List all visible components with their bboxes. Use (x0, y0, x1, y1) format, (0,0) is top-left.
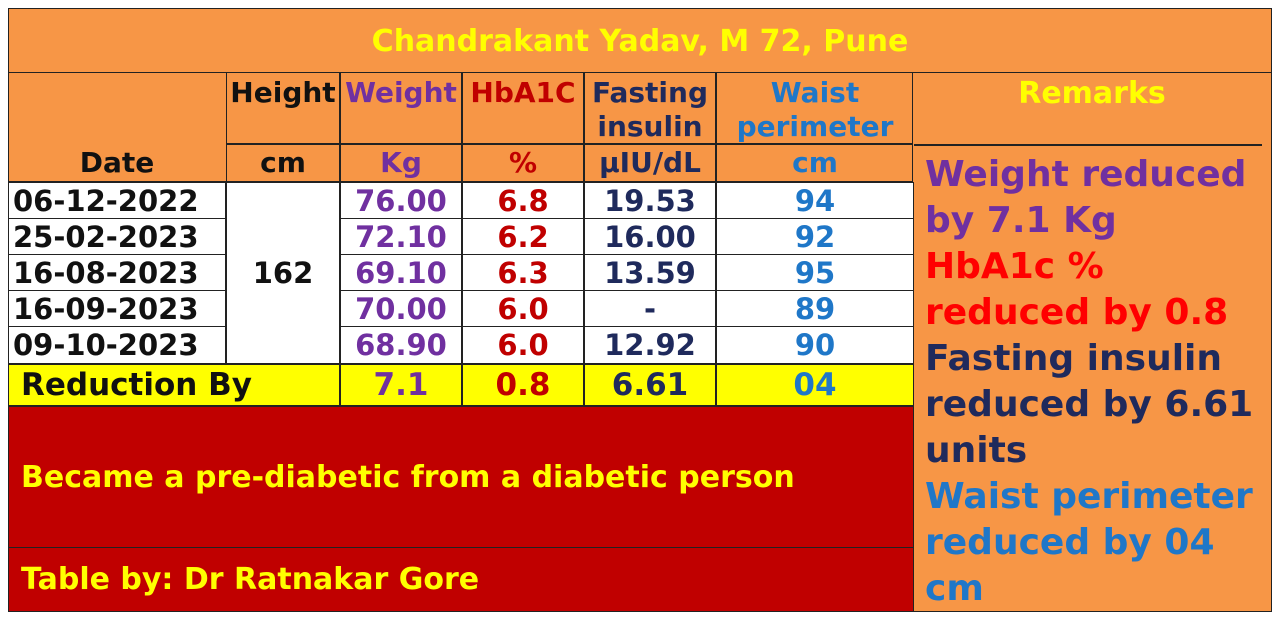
remarks-list: Weight reduced by 7.1 Kg HbA1c % reduced… (925, 152, 1270, 612)
row-2-hba1c: 6.2 (462, 218, 584, 255)
remark-insulin: Fasting insulin reduced by 6.61 units (925, 338, 1254, 471)
title-bar: Chandrakant Yadav, M 72, Pune (8, 8, 1272, 74)
insulin-header-line2: insulin (597, 110, 703, 143)
row-5-waist: 90 (716, 326, 914, 364)
row-2-weight: 72.10 (340, 218, 462, 255)
credit-text: Table by: Dr Ratnakar Gore (21, 562, 480, 597)
row-2-insulin: 16.00 (584, 218, 716, 255)
remark-weight: Weight reduced by 7.1 Kg (925, 154, 1247, 241)
waist-header-line2: perimeter (736, 110, 894, 143)
hba1c-unit: % (508, 146, 538, 179)
row-4-date: 16-09-2023 (8, 290, 226, 327)
row-5-hba1c: 6.0 (462, 326, 584, 364)
row-4-weight: 70.00 (340, 290, 462, 327)
hba1c-header: HbA1C (470, 76, 576, 109)
hba1c-unit-cell (462, 144, 584, 182)
reduction-hba1c: 0.8 (462, 364, 584, 406)
credit-band: Table by: Dr Ratnakar Gore (8, 547, 914, 612)
height-header-cell (226, 72, 340, 144)
row-4-hba1c: 6.0 (462, 290, 584, 327)
height-value: 162 (226, 182, 340, 364)
insulin-unit-cell (584, 144, 716, 182)
conclusion-band: Became a pre-diabetic from a diabetic pe… (8, 406, 914, 548)
row-5-weight: 68.90 (340, 326, 462, 364)
row-2-date: 25-02-2023 (8, 218, 226, 255)
weight-header: Weight (345, 76, 457, 109)
remark-waist: Waist perimeter reduced by 04 cm (925, 476, 1253, 609)
remark-hba1c: HbA1c % reduced by 0.8 (925, 246, 1229, 333)
row-3-waist: 95 (716, 254, 914, 291)
reduction-insulin: 6.61 (584, 364, 716, 406)
height-unit: cm (260, 146, 306, 179)
row-3-insulin: 13.59 (584, 254, 716, 291)
conclusion-text: Became a pre-diabetic from a diabetic pe… (21, 459, 795, 495)
waist-header: Waist perimeter (716, 76, 914, 144)
insulin-header-cell (584, 72, 716, 144)
weight-header-cell (340, 72, 462, 144)
row-1-insulin: 19.53 (584, 182, 716, 219)
row-4-waist: 89 (716, 290, 914, 327)
row-1-waist: 94 (716, 182, 914, 219)
waist-unit: cm (792, 146, 838, 179)
reduction-weight: 7.1 (340, 364, 462, 406)
insulin-unit: µIU/dL (599, 146, 701, 179)
row-3-date: 16-08-2023 (8, 254, 226, 291)
remarks-divider (914, 144, 1262, 146)
reduction-label: Reduction By (8, 364, 340, 406)
row-3-weight: 69.10 (340, 254, 462, 291)
insulin-header: Fasting insulin (584, 76, 716, 144)
hba1c-header-cell (462, 72, 584, 144)
row-1-date: 06-12-2022 (8, 182, 226, 219)
date-header: Date (79, 146, 155, 179)
row-4-insulin: - (584, 290, 716, 327)
reduction-waist: 04 (716, 364, 914, 406)
row-1-weight: 76.00 (340, 182, 462, 219)
height-unit-cell (226, 144, 340, 182)
row-5-date: 09-10-2023 (8, 326, 226, 364)
row-5-insulin: 12.92 (584, 326, 716, 364)
row-3-hba1c: 6.3 (462, 254, 584, 291)
weight-unit-cell (340, 144, 462, 182)
remarks-header: Remarks (1018, 76, 1166, 111)
row-2-waist: 92 (716, 218, 914, 255)
waist-header-line1: Waist (770, 76, 860, 109)
weight-unit: Kg (380, 146, 422, 179)
patient-title: Chandrakant Yadav, M 72, Pune (371, 23, 909, 59)
row-1-hba1c: 6.8 (462, 182, 584, 219)
insulin-header-line1: Fasting (591, 76, 708, 109)
height-header: Height (230, 76, 336, 109)
